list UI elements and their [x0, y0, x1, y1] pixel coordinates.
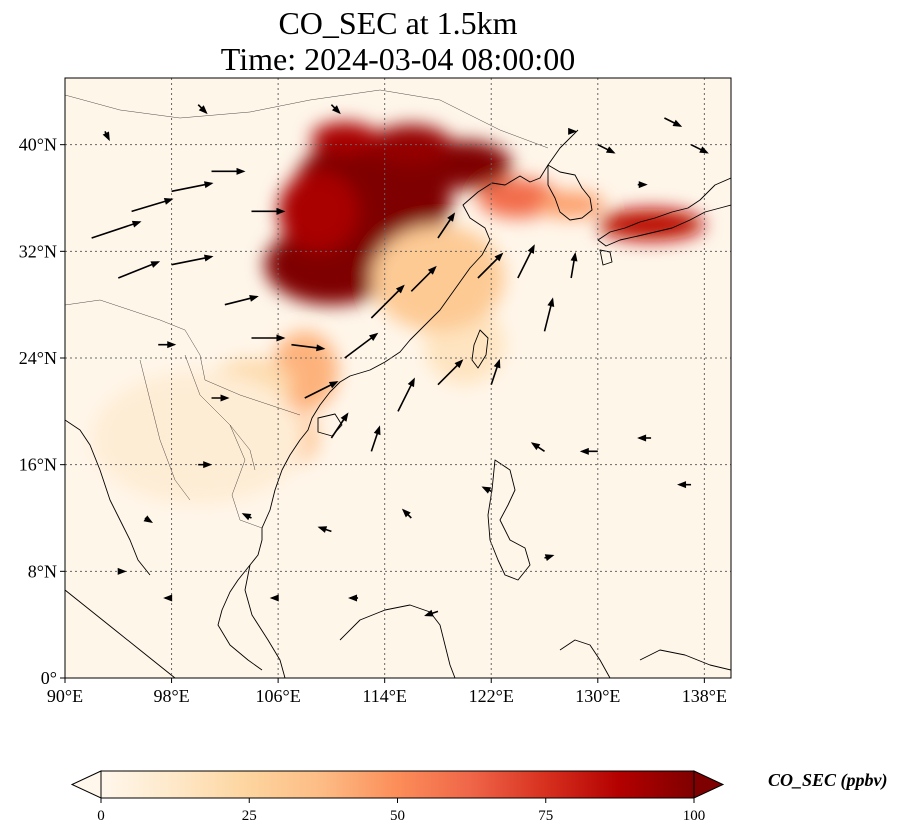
colorbar-extend-low	[70, 770, 102, 799]
colorbar-label: CO_SEC (ppbv)	[768, 770, 888, 790]
wind-arrow	[568, 127, 578, 135]
wind-arrow	[637, 181, 648, 189]
wind-arrow	[291, 343, 326, 352]
wind-arrow	[370, 425, 381, 452]
wind-arrow	[410, 265, 437, 292]
wind-arrow	[664, 117, 683, 127]
wind-arrow	[211, 394, 230, 402]
wind-arrow	[544, 554, 555, 561]
wind-arrow	[370, 284, 405, 319]
lat-tick-label: 8°N	[28, 561, 57, 581]
concentration-blob	[371, 224, 505, 332]
wind-arrow	[251, 334, 286, 342]
wind-arrow	[397, 377, 415, 412]
wind-vectors	[91, 104, 709, 617]
wind-arrow	[530, 442, 545, 452]
wind-arrow	[690, 143, 709, 154]
lat-tick-label: 16°N	[19, 455, 57, 475]
wind-arrow	[197, 104, 208, 115]
wind-arrow	[330, 104, 341, 115]
concentration-blob	[537, 191, 605, 219]
wind-arrow	[597, 143, 616, 154]
concentration-blob	[278, 171, 359, 252]
wind-arrow	[317, 526, 332, 533]
lon-tick-label: 138°E	[682, 686, 727, 706]
concentration-blob	[597, 208, 705, 241]
wind-arrow	[401, 508, 412, 519]
wind-arrow	[637, 434, 652, 442]
wind-arrow	[241, 513, 252, 521]
wind-arrow	[437, 212, 456, 239]
concentration-blob	[477, 178, 558, 218]
wind-arrow	[348, 594, 359, 602]
wind-arrow	[330, 412, 349, 439]
wind-arrow	[481, 486, 492, 494]
wind-arrow	[102, 130, 110, 142]
colorbar-tick-label: 25	[242, 808, 257, 824]
colorbar-tick-label: 0	[97, 808, 105, 824]
wind-arrow	[269, 594, 279, 602]
lon-tick-label: 122°E	[469, 686, 514, 706]
wind-arrow	[304, 381, 339, 399]
colorbar: 0 25 50 75 100	[70, 770, 725, 824]
wind-arrow	[117, 567, 127, 575]
lon-tick-label: 130°E	[575, 686, 620, 706]
map-axes: 90°E 98°E 106°E 114°E 122°E 130°E 138°E 0° 8°N 16…	[19, 135, 727, 706]
wind-arrow	[198, 461, 213, 469]
lon-tick-label: 90°E	[47, 686, 83, 706]
wind-arrow	[490, 358, 501, 385]
wind-arrow	[171, 254, 214, 266]
lat-tick-label: 24°N	[19, 348, 57, 368]
graticule	[65, 78, 731, 678]
lon-tick-label: 98°E	[153, 686, 189, 706]
map-title: CO_SEC at 1.5km	[278, 5, 518, 41]
country-borders	[65, 89, 549, 529]
wind-arrow	[131, 197, 174, 213]
colorbar-gradient	[101, 771, 694, 798]
lon-tick-label: 106°E	[256, 686, 301, 706]
wind-arrow	[143, 515, 154, 524]
colorbar-extend-high	[693, 770, 725, 799]
wind-arrow	[158, 341, 177, 349]
wind-arrow	[424, 609, 439, 617]
wind-arrow	[437, 359, 464, 386]
lat-tick-label: 40°N	[19, 135, 57, 155]
lon-tick-label: 114°E	[362, 686, 407, 706]
wind-arrow	[171, 181, 214, 193]
wind-arrow	[570, 252, 578, 279]
wind-arrow	[477, 252, 504, 279]
map-frame	[64, 77, 732, 679]
wind-arrow	[163, 594, 173, 602]
wind-arrow	[251, 207, 286, 215]
lat-tick-label: 0°	[41, 668, 57, 688]
wind-arrow	[517, 244, 535, 279]
wind-arrow	[677, 481, 692, 489]
wind-arrow	[224, 294, 259, 306]
wind-arrow	[344, 332, 379, 359]
colorbar-tick-label: 100	[683, 808, 706, 824]
wind-arrow	[117, 261, 161, 279]
wind-arrow	[211, 167, 246, 175]
colorbar-tick-label: 75	[538, 808, 553, 824]
lat-tick-label: 32°N	[19, 241, 57, 261]
concentration-blob	[311, 122, 379, 154]
colorbar-tick-label: 50	[390, 808, 405, 824]
wind-arrow	[91, 220, 142, 239]
wind-arrow	[579, 447, 598, 455]
map-time-label: Time: 2024-03-04 08:00:00	[220, 41, 576, 77]
concentration-blob	[91, 371, 305, 505]
wind-arrow	[543, 297, 555, 332]
